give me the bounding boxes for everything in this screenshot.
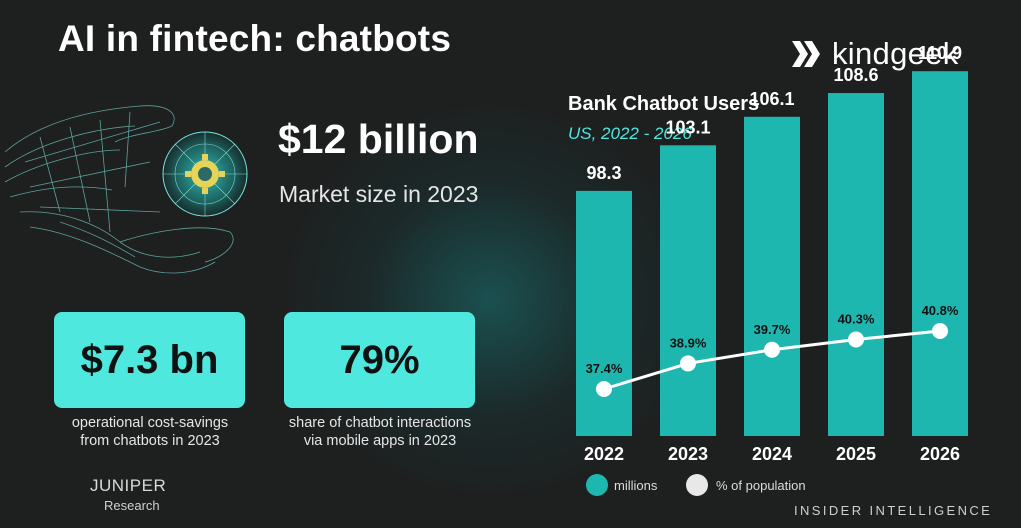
population-value-label: 40.3% xyxy=(838,312,875,327)
legend-marker-population xyxy=(686,474,708,496)
brand-name: kindgeek xyxy=(832,36,959,71)
x-tick-label: 2023 xyxy=(668,444,708,464)
page-title: AI in fintech: chatbots xyxy=(58,18,452,59)
footer-source: INSIDER INTELLIGENCE xyxy=(794,503,993,518)
bar-2023 xyxy=(660,145,716,437)
mobile-share-caption-line1: share of chatbot interactions xyxy=(288,415,472,431)
hero-value: $12 billion xyxy=(278,116,479,162)
bar-value-label: 106.1 xyxy=(749,89,794,109)
bar-2024 xyxy=(744,116,800,437)
chart-title: Bank Chatbot Users xyxy=(568,93,760,115)
x-tick-label: 2026 xyxy=(920,444,960,464)
legend-label-population: % of population xyxy=(716,478,806,493)
legend-label-millions: millions xyxy=(614,478,658,493)
bar-2022 xyxy=(576,190,632,436)
chart-subtitle: US, 2022 - 2026 xyxy=(568,124,692,143)
mobile-share-caption: share of chatbot interactions via mobile… xyxy=(260,414,500,450)
population-point xyxy=(848,331,864,348)
bar-2025 xyxy=(828,93,884,437)
robotic-hand-gear-icon xyxy=(4,105,248,274)
mobile-share-card: 79% xyxy=(284,312,475,408)
bar-value-label: 98.3 xyxy=(586,163,621,183)
x-tick-label: 2024 xyxy=(752,444,792,464)
hero-caption: Market size in 2023 xyxy=(279,181,479,207)
population-value-label: 39.7% xyxy=(754,322,791,337)
legend-marker-millions xyxy=(586,474,608,496)
cost-savings-value: $7.3 bn xyxy=(80,337,219,382)
bar-2026 xyxy=(912,71,968,436)
mobile-share-caption-line2: via mobile apps in 2023 xyxy=(303,433,457,449)
bar-value-label: 110.9 xyxy=(918,43,962,63)
x-tick-label: 2025 xyxy=(836,444,876,464)
population-value-label: 38.9% xyxy=(670,335,707,350)
mobile-share-value: 79% xyxy=(339,337,420,382)
cost-savings-caption-line1: operational cost-savings xyxy=(71,415,229,431)
bar-value-label: 108.6 xyxy=(833,65,878,85)
population-value-label: 40.8% xyxy=(922,303,959,318)
population-point xyxy=(680,355,696,372)
cost-savings-card: $7.3 bn xyxy=(54,312,245,408)
source-name: JUNIPER xyxy=(90,476,167,495)
kindgeek-logo-icon xyxy=(792,41,820,67)
source-sub: Research xyxy=(104,498,160,513)
brand-logo: kindgeek xyxy=(792,34,959,74)
bar-value-label: 103.1 xyxy=(665,117,710,137)
cost-savings-caption-line2: from chatbots in 2023 xyxy=(80,433,220,449)
x-tick-label: 2022 xyxy=(584,444,624,464)
population-point xyxy=(764,341,780,358)
population-value-label: 37.4% xyxy=(586,361,623,376)
population-point xyxy=(932,323,948,339)
population-point xyxy=(596,381,612,397)
cost-savings-caption: operational cost-savings from chatbots i… xyxy=(30,414,270,450)
